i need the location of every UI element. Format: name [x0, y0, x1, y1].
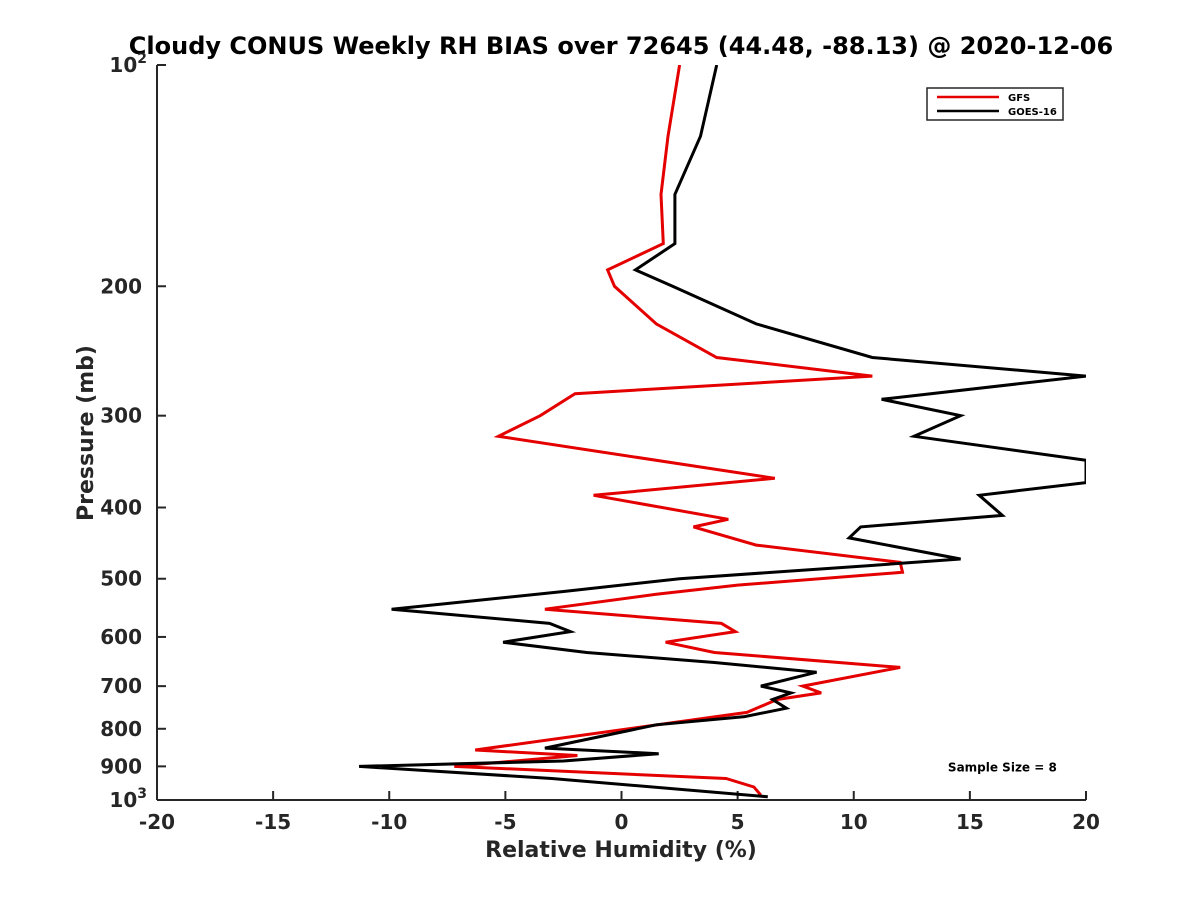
series-line-goes-16 [359, 65, 1086, 799]
plot-area: -20 -15 -10 -5 0 5 10 15 20102200300400500600700… [100, 51, 1100, 834]
legend-label-goes-16: GOES-16 [1008, 107, 1057, 118]
sample-size-annotation: Sample Size = 8 [948, 760, 1057, 774]
y-tick-label: 103 [109, 786, 147, 812]
y-tick-label: 800 [100, 717, 142, 741]
y-tick-label: 102 [109, 51, 147, 77]
x-tick-label: -20 [139, 810, 175, 834]
x-tick-label: -5 [494, 810, 516, 834]
x-axis-label: Relative Humidity (%) [485, 838, 757, 863]
y-tick-label: 400 [100, 496, 142, 520]
x-tick-label: 0 [615, 810, 629, 834]
x-tick-label: -15 [255, 810, 291, 834]
legend-label-gfs: GFS [1008, 93, 1030, 104]
y-tick-label: 900 [100, 754, 142, 778]
x-tick-label: 15 [956, 810, 984, 834]
x-tick-label: 5 [731, 810, 745, 834]
x-tick-label: 20 [1072, 810, 1100, 834]
x-tick-label: 10 [840, 810, 868, 834]
y-tick-label: 600 [100, 625, 142, 649]
y-tick-label: 700 [100, 674, 142, 698]
y-tick-base: 10 [109, 788, 137, 812]
y-tick-label: 200 [100, 274, 142, 298]
legend-box [926, 87, 1064, 121]
x-tick-label: -10 [371, 810, 407, 834]
y-axis-label: Pressure (mb) [74, 345, 99, 521]
legend: GFS GOES-16 [926, 87, 1064, 121]
y-tick-label: 500 [100, 567, 142, 591]
y-tick-exponent: 2 [137, 51, 147, 67]
series-line-gfs [454, 65, 905, 797]
y-tick-label: 300 [100, 404, 142, 428]
y-tick-exponent: 3 [137, 786, 147, 802]
y-tick-base: 10 [109, 53, 137, 77]
chart-title: Cloudy CONUS Weekly RH BIAS over 72645 (… [129, 32, 1113, 60]
